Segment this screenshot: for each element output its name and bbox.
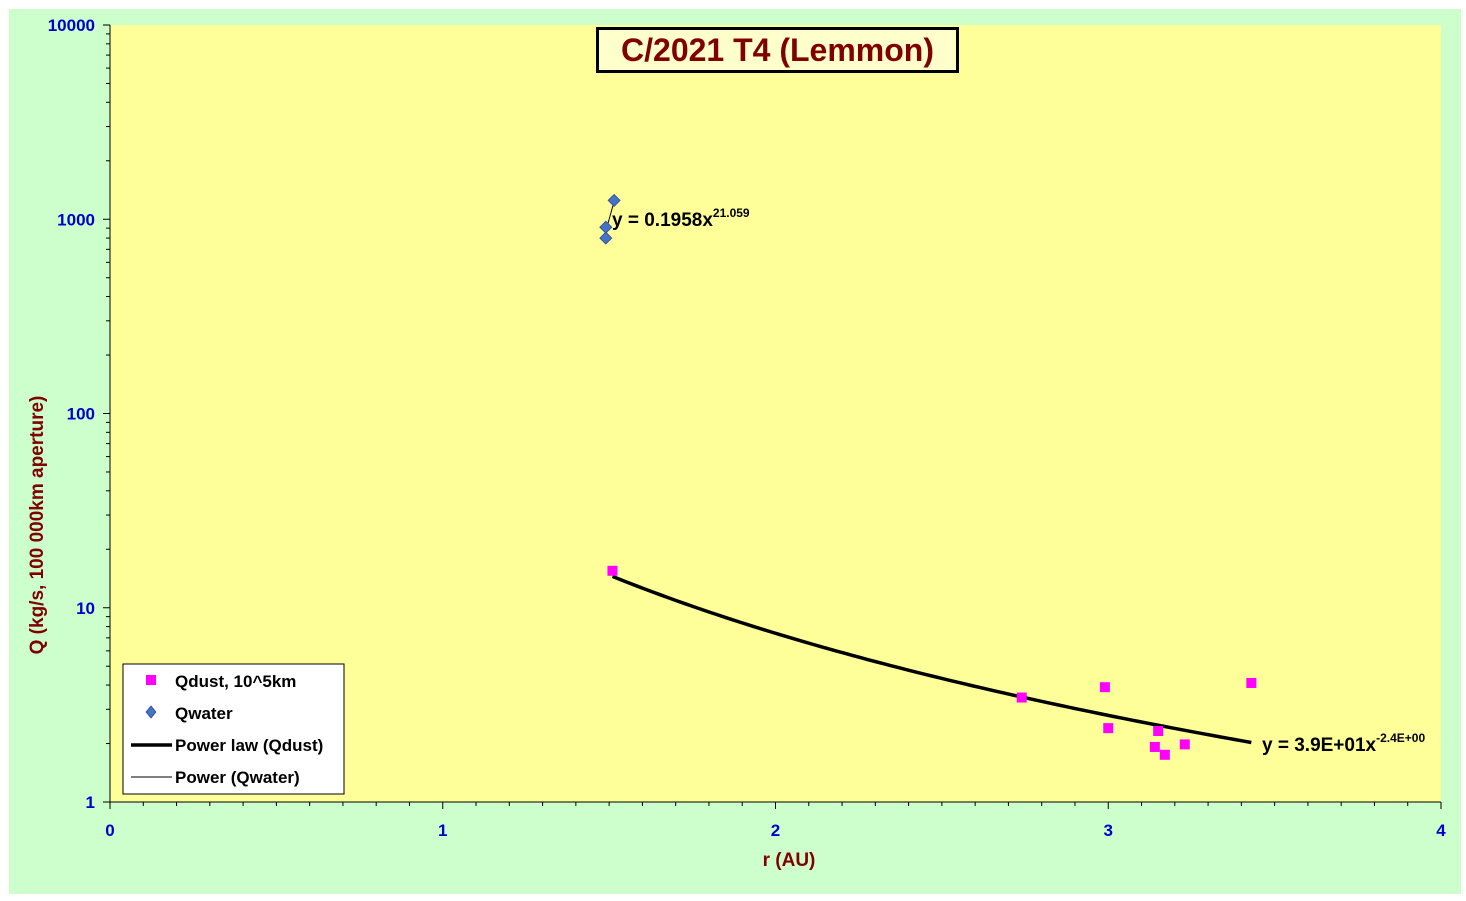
qdust-point (1246, 677, 1257, 688)
x-tick-label: 4 (1436, 821, 1446, 840)
qwater-point (607, 193, 621, 207)
y-tick-label: 10 (76, 599, 95, 618)
qdust-point (1099, 682, 1110, 693)
legend-label-power-law-qdust: Power law (Qdust) (175, 736, 323, 755)
qdust-point (1016, 692, 1027, 703)
qwater-point (599, 231, 613, 245)
chart-title: C/2021 T4 (Lemmon) (621, 31, 934, 68)
legend-marker-qwater (145, 705, 157, 719)
qdust-point (1159, 749, 1170, 760)
trendline-qdust (611, 574, 1252, 745)
y-tick-label: 1 (86, 793, 95, 812)
y-tick-label: 100 (67, 405, 95, 424)
y-tick-label: 1000 (57, 210, 95, 229)
legend-label-qdust: Qdust, 10^5km (175, 672, 296, 691)
x-tick-label: 1 (438, 821, 447, 840)
chart-title-box: C/2021 T4 (Lemmon) (596, 27, 959, 73)
x-tick-label: 2 (771, 821, 780, 840)
qdust-point (1153, 726, 1164, 737)
qdust-point (1149, 741, 1160, 752)
qdust-point (607, 565, 618, 576)
data-points (599, 193, 1257, 760)
legend-label-qwater: Qwater (175, 704, 233, 723)
legend-marker-qdust (146, 675, 156, 685)
legend: Qdust, 10^5km Qwater Power law (Qdust) P… (122, 663, 345, 795)
qdust-point (1103, 723, 1114, 734)
legend-label-power-qwater: Power (Qwater) (175, 768, 300, 787)
equation-qdust: y = 3.9E+01x-2.4E+00 (1262, 731, 1425, 756)
equation-qwater: y = 0.1958x21.059 (612, 206, 750, 231)
x-axis-title: r (AU) (763, 850, 816, 871)
y-tick-label: 10000 (48, 16, 95, 35)
y-axis-title: Q (kg/s, 100 000km aperture) (27, 396, 48, 655)
legend-box (122, 663, 345, 795)
qdust-point (1179, 739, 1190, 750)
x-tick-label: 0 (105, 821, 114, 840)
x-tick-label: 3 (1104, 821, 1113, 840)
